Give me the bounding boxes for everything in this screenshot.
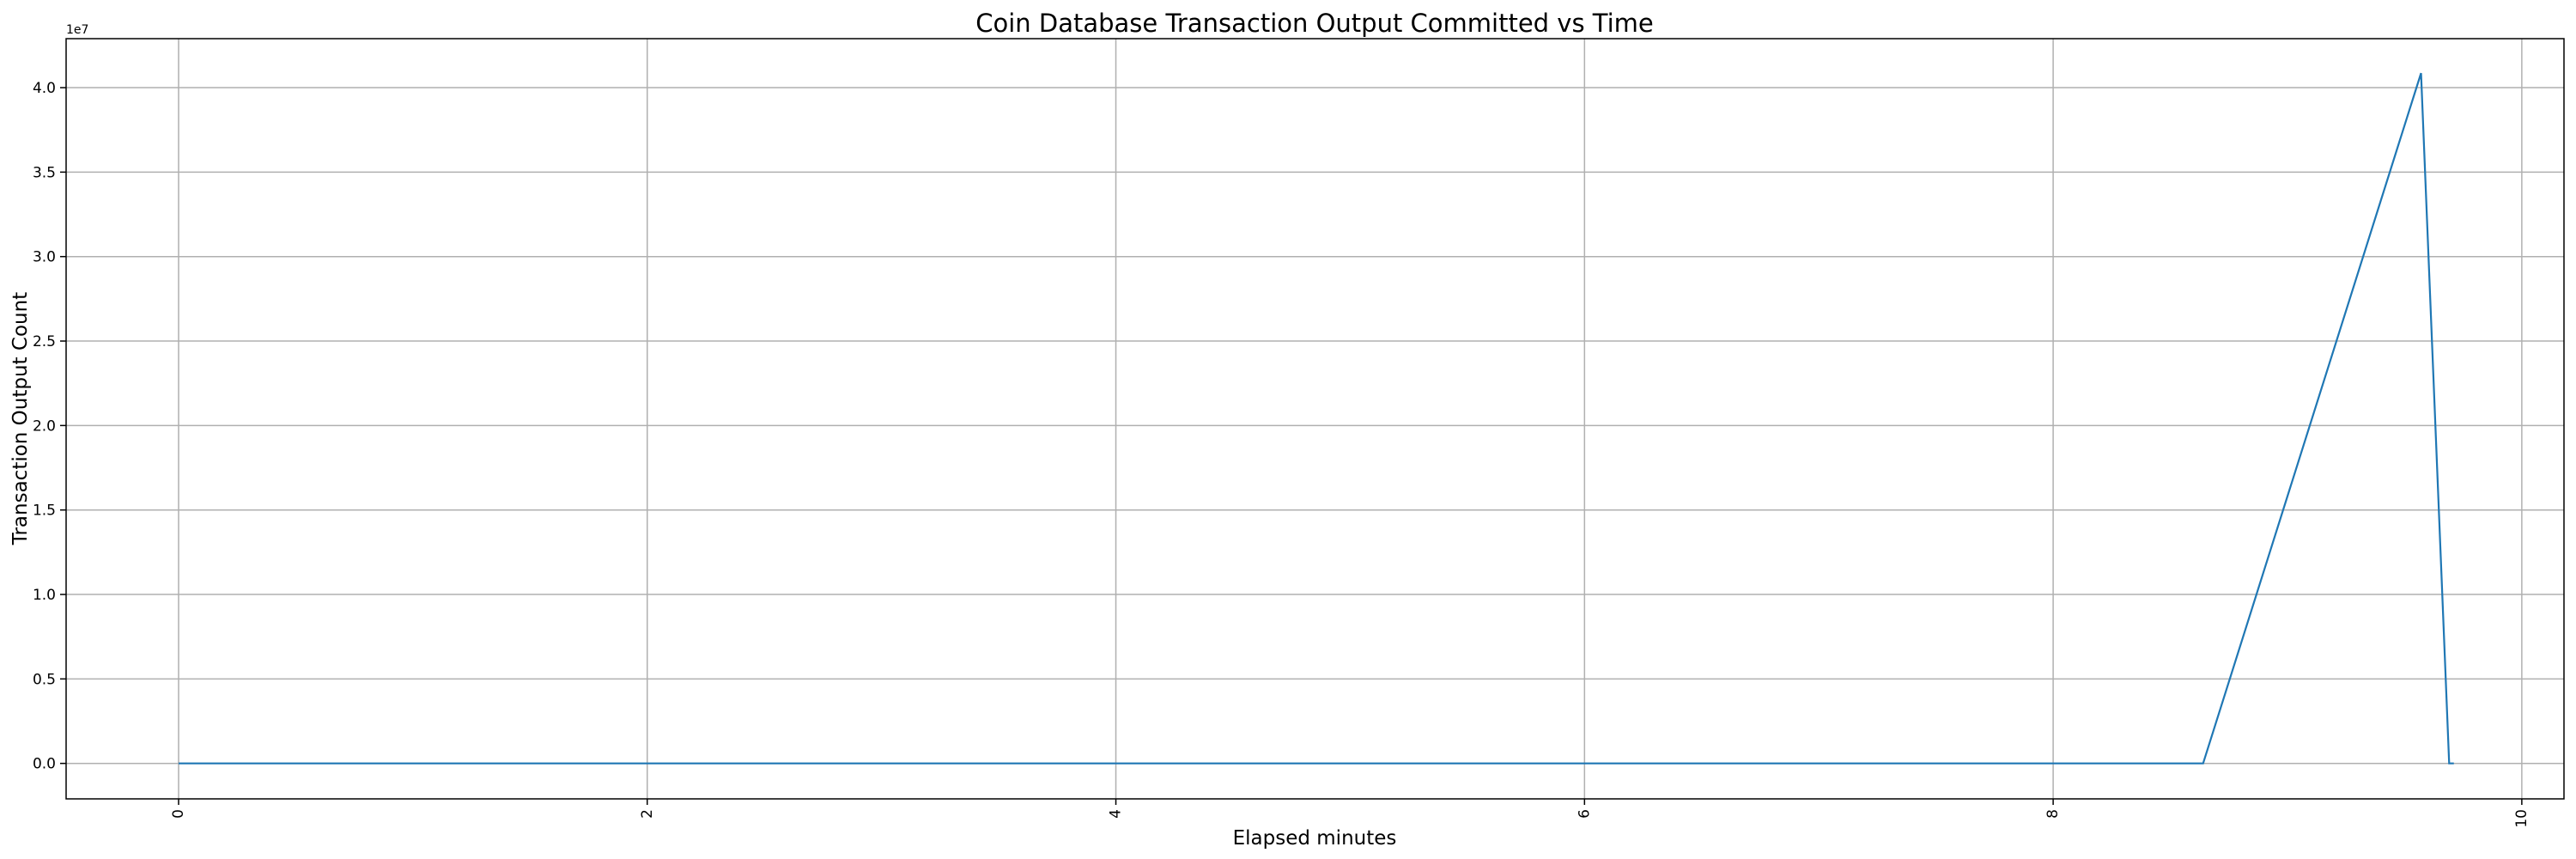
series-line bbox=[178, 72, 2454, 765]
chart-title: Coin Database Transaction Output Committ… bbox=[975, 9, 1654, 38]
y-tick-label: 0.5 bbox=[33, 671, 56, 688]
x-tick-label: 10 bbox=[2513, 809, 2530, 828]
y-tick-label: 4.0 bbox=[33, 80, 56, 97]
plot-frame bbox=[65, 38, 2565, 800]
x-tick-label: 6 bbox=[1576, 809, 1593, 819]
y-offset-label: 1e7 bbox=[66, 23, 88, 37]
y-tick-label: 2.5 bbox=[33, 333, 56, 350]
x-axis-label: Elapsed minutes bbox=[1233, 827, 1397, 850]
series-layer bbox=[178, 72, 2454, 765]
x-tick-label: 4 bbox=[1108, 809, 1125, 819]
tick-layer: 0 2 4 6 8 10 0.0 0.5 1.0 1.5 2.0 2.5 3.0 3.5 4.0 bbox=[33, 80, 2530, 828]
y-tick-label: 2.0 bbox=[33, 417, 56, 435]
y-tick-label: 1.0 bbox=[33, 587, 56, 604]
y-tick-label: 0.0 bbox=[33, 756, 56, 773]
x-tick-label: 0 bbox=[170, 809, 187, 819]
grid-lines bbox=[66, 39, 2564, 799]
x-tick-label: 2 bbox=[639, 809, 656, 819]
y-tick-label: 1.5 bbox=[33, 503, 56, 520]
y-axis-label: Transaction Output Count bbox=[9, 292, 32, 545]
x-tick-label: 8 bbox=[2044, 809, 2062, 819]
y-tick-label: 3.5 bbox=[33, 164, 56, 181]
y-tick-label: 3.0 bbox=[33, 249, 56, 266]
